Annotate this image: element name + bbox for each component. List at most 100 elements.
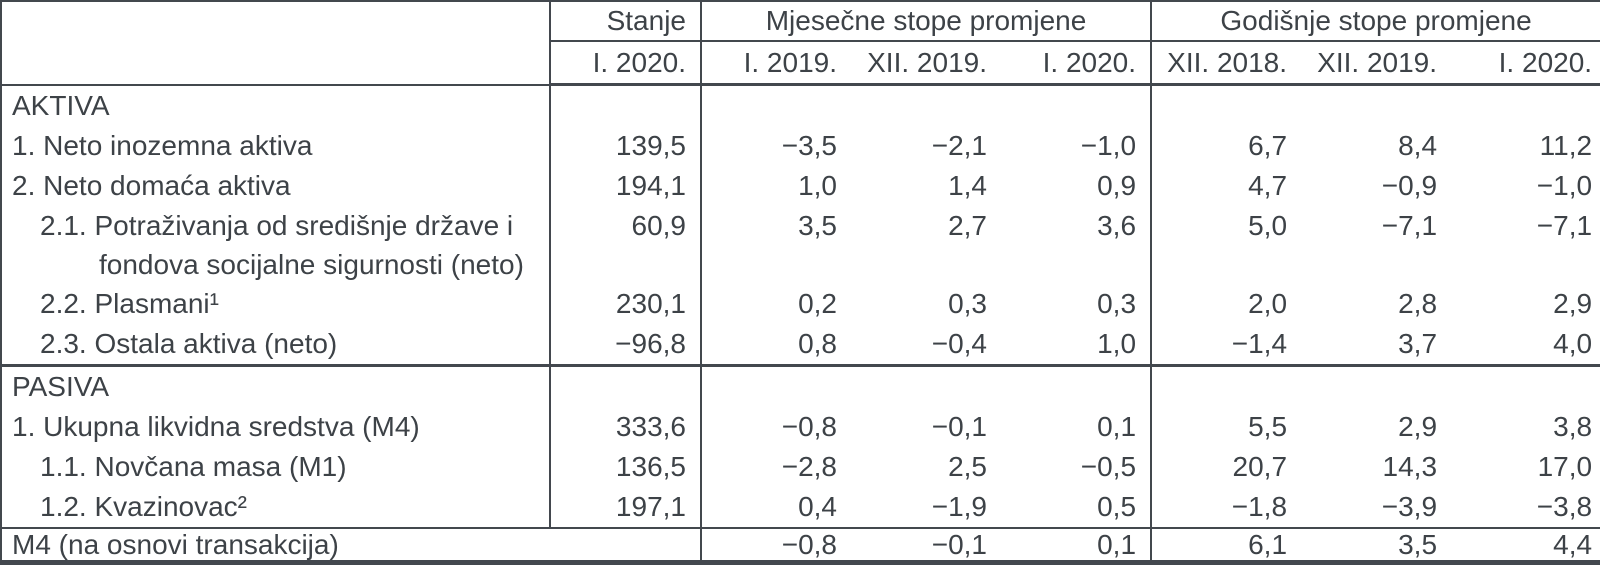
value-cell: 197,1: [549, 486, 701, 528]
value-cell: [1001, 363, 1152, 407]
value-cell: [700, 84, 851, 126]
value-cell: 1,4: [948, 169, 987, 201]
value-cell: 20,7: [1150, 446, 1302, 487]
table-row: 2.2. Plasmani¹ 230,1 0,2 0,3 0,3 2,0 2,8 2,9: [1, 283, 1600, 324]
value-cell: −1,8: [1150, 486, 1302, 528]
header-period-row: I. 2020. I. 2019. XII. 2019. I. 2020. XI…: [1, 41, 1600, 86]
value-cell: 6,1: [1150, 526, 1302, 562]
value-cell: 5,0: [1150, 205, 1302, 284]
row-label-text: 1.2. Kvazinovac²: [40, 490, 247, 522]
value-cell: 3,7: [1398, 327, 1438, 359]
value-cell: 0,3: [948, 287, 987, 319]
value-cell: 2,9: [1553, 287, 1593, 319]
value-cell: 2,8: [1398, 287, 1438, 319]
value-cell: −2,1: [931, 129, 987, 161]
value-cell: [549, 363, 701, 407]
value-cell: −0,5: [1080, 450, 1137, 482]
row-label: 2.2. Plasmani¹: [1, 284, 550, 324]
period-header: I. 2020.: [1451, 41, 1600, 86]
value-cell: [1150, 363, 1302, 407]
row-label-text: AKTIVA: [12, 89, 110, 121]
row-label-text: 2.1. Potraživanja od središnje države i: [40, 209, 514, 241]
value-cell: [1301, 85, 1451, 126]
row-label: 2.1. Potraživanja od središnje države i f…: [1, 206, 550, 284]
value-cell: −3,8: [1536, 490, 1593, 522]
period-header: XII. 2019.: [851, 41, 1001, 86]
value-cell: −0,8: [700, 406, 851, 447]
value-cell: 2,0: [1150, 283, 1302, 324]
value-cell: 6,7: [1150, 125, 1302, 166]
value-cell: [851, 363, 1001, 407]
value-cell: [1301, 363, 1452, 407]
table-row: 2. Neto domaća aktiva 194,1 1,0 1,4 0,9 4,7 −0…: [1, 165, 1600, 206]
row-label-text: 2.3. Ostala aktiva (neto): [40, 327, 338, 359]
value-cell: 333,6: [549, 406, 701, 447]
header-group-row: Stanje Mjesečne stope promjene Godišnje …: [1, 1, 1600, 86]
value-cell: [700, 363, 851, 407]
value-cell: 2,5: [948, 450, 987, 482]
row-label-text: 1. Ukupna likvidna sredstva (M4): [12, 410, 420, 442]
row-label: 1.1. Novčana masa (M1): [1, 447, 550, 487]
value-cell: −96,8: [549, 323, 701, 365]
table-row: PASIVA: [1, 363, 1600, 407]
value-cell: [1001, 85, 1151, 126]
value-cell: 0,5: [1097, 490, 1137, 522]
value-cell: −0,4: [931, 327, 987, 359]
table-row: 1. Neto inozemna aktiva 139,5 −3,5 −2,1 −1,0…: [1, 125, 1600, 166]
value-cell: [1150, 84, 1302, 126]
value-cell: 0,8: [700, 323, 851, 365]
value-cell: [851, 85, 1001, 126]
value-cell: 0,4: [700, 486, 851, 528]
value-cell: 0,1: [1097, 410, 1137, 442]
value-cell: 136,5: [549, 446, 701, 487]
value-cell: 1,0: [1097, 327, 1137, 359]
value-cell: 3,6: [1097, 209, 1137, 241]
period-header: I. 2020.: [1001, 41, 1152, 86]
value-cell: 2,7: [948, 209, 987, 241]
row-label-text: 1.1. Novčana masa (M1): [40, 450, 347, 482]
value-cell: −0,1: [851, 526, 1001, 562]
value-cell: [1451, 85, 1600, 126]
row-label: 1. Neto inozemna aktiva: [1, 126, 550, 166]
value-cell: −2,8: [700, 446, 851, 487]
period-header: I. 2019.: [700, 41, 851, 86]
value-cell: 0,9: [1097, 169, 1137, 201]
value-cell: −7,1: [1536, 209, 1593, 241]
value-cell: 230,1: [549, 283, 701, 324]
row-label: 1. Ukupna likvidna sredstva (M4): [1, 407, 550, 447]
value-cell: 4,4: [1451, 526, 1600, 562]
value-cell: 0,1: [1001, 526, 1152, 562]
table-body: AKTIVA 1. Neto inozemna aktiva 139,5 −3,5 −2…: [1, 84, 1600, 562]
value-cell: 17,0: [1537, 450, 1593, 482]
column-group-monthly: Mjesečne stope promjene: [699, 1, 1152, 42]
value-cell: 0,2: [700, 283, 851, 324]
value-cell: 1,0: [700, 165, 851, 206]
value-cell: 8,4: [1398, 129, 1438, 161]
row-label: M4 (na osnovi transakcija): [1, 526, 701, 562]
value-cell: −7,1: [1381, 209, 1438, 241]
row-label: 1.2. Kvazinovac²: [1, 487, 550, 528]
value-cell: 11,2: [1539, 129, 1593, 161]
row-label-text: 2. Neto domaća aktiva: [12, 169, 291, 201]
value-cell: −3,9: [1381, 490, 1438, 522]
value-cell: 194,1: [549, 165, 701, 206]
table-header: Stanje Mjesečne stope promjene Godišnje …: [1, 1, 1600, 86]
value-cell: 3,8: [1553, 410, 1593, 442]
table-row: 2.3. Ostala aktiva (neto) −96,8 0,8 −0,4 1,0…: [1, 323, 1600, 366]
corner-cell: [1, 1, 550, 86]
value-cell: 4,7: [1150, 165, 1302, 206]
table-row: AKTIVA: [1, 84, 1600, 126]
row-label: PASIVA: [1, 363, 550, 407]
value-cell: −0,9: [1381, 169, 1438, 201]
value-cell: 3,5: [700, 205, 851, 284]
table-row: 1.1. Novčana masa (M1) 136,5 −2,8 2,5 −0,5 20…: [1, 446, 1600, 487]
value-cell: −1,4: [1150, 323, 1302, 365]
row-label-text: 1. Neto inozemna aktiva: [12, 129, 313, 161]
table-row: 1. Ukupna likvidna sredstva (M4) 333,6 −0,…: [1, 406, 1600, 447]
row-label: 2.3. Ostala aktiva (neto): [1, 324, 550, 366]
row-label-text: 2.2. Plasmani¹: [40, 287, 219, 319]
row-label: 2. Neto domaća aktiva: [1, 166, 550, 206]
row-label-text: PASIVA: [12, 370, 110, 402]
table-row: 2.1. Potraživanja od središnje države i f…: [1, 205, 1600, 284]
